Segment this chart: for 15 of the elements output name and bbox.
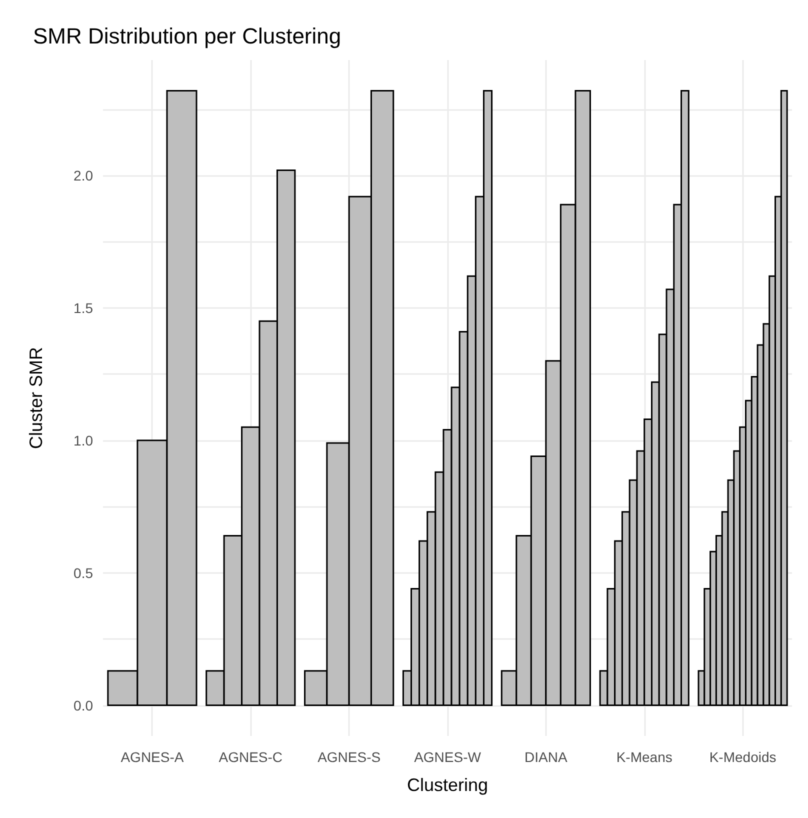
chart-title: SMR Distribution per Clustering <box>33 24 342 48</box>
y-tick-label: 0.5 <box>74 564 94 581</box>
x-axis-title: Clustering <box>406 775 488 795</box>
x-tick-label: AGNES-C <box>218 749 283 765</box>
x-tick-label: DIANA <box>524 749 568 765</box>
x-tick-label: AGNES-W <box>414 749 482 765</box>
x-tick-label: AGNES-S <box>318 749 381 765</box>
y-tick-label: 2.0 <box>74 167 94 184</box>
y-tick-label: 1.0 <box>74 432 94 448</box>
x-tick-label: AGNES-A <box>120 749 184 765</box>
x-tick-label: K-Medoids <box>709 749 776 765</box>
y-tick-label: 0.0 <box>74 697 94 714</box>
x-tick-label: K-Means <box>616 749 672 765</box>
y-tick-label: 1.5 <box>74 300 94 316</box>
y-axis-title: Cluster SMR <box>26 346 46 450</box>
